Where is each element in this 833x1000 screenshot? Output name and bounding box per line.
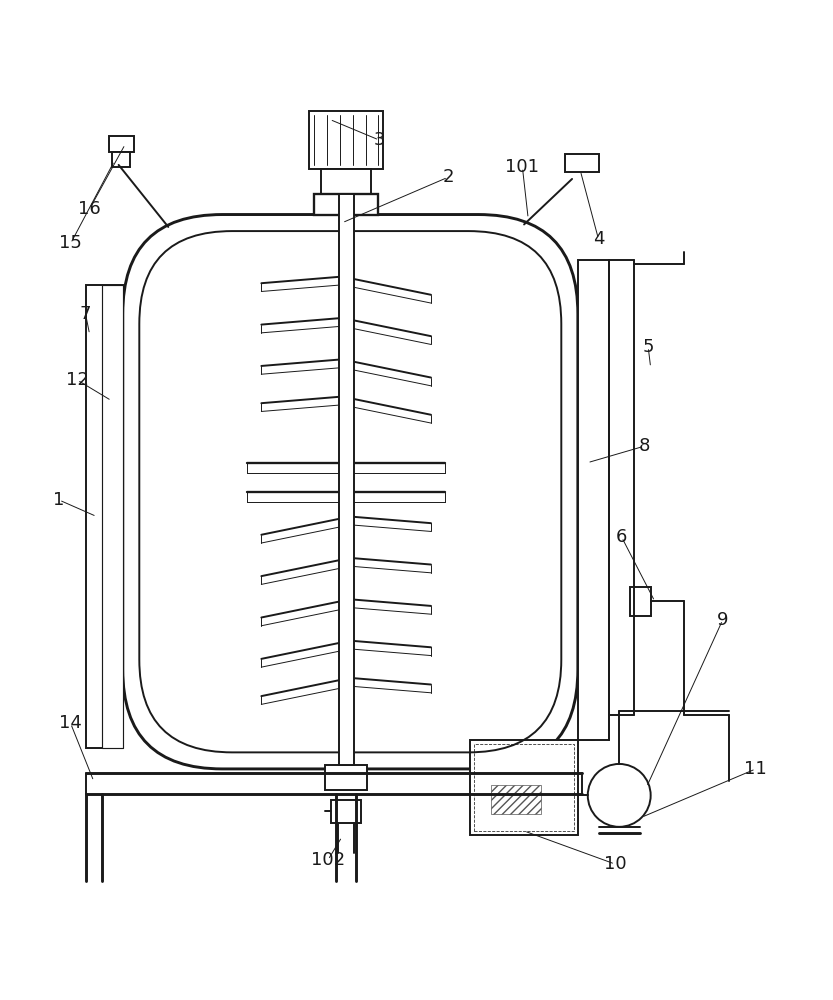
- Text: 11: 11: [745, 760, 767, 778]
- Bar: [475, 744, 574, 831]
- Text: 8: 8: [638, 437, 650, 455]
- Bar: [339, 194, 354, 765]
- Bar: [332, 800, 361, 823]
- Bar: [322, 169, 371, 194]
- Bar: [471, 740, 578, 835]
- Circle shape: [588, 764, 651, 827]
- Text: 5: 5: [642, 338, 654, 356]
- Bar: [326, 765, 367, 790]
- Circle shape: [341, 468, 352, 479]
- Text: 6: 6: [616, 528, 627, 546]
- Bar: [86, 285, 122, 748]
- Text: 15: 15: [59, 234, 82, 252]
- Text: 16: 16: [78, 200, 101, 218]
- Bar: [86, 285, 122, 748]
- Text: 2: 2: [442, 168, 454, 186]
- Text: 14: 14: [59, 714, 82, 732]
- Circle shape: [341, 494, 352, 506]
- Text: 10: 10: [604, 855, 626, 873]
- Bar: [578, 260, 594, 740]
- FancyBboxPatch shape: [122, 215, 578, 769]
- Bar: [102, 285, 122, 748]
- Bar: [491, 785, 541, 814]
- Text: 12: 12: [66, 371, 88, 389]
- Text: 102: 102: [311, 851, 345, 869]
- Text: 7: 7: [80, 305, 92, 323]
- Bar: [609, 789, 629, 802]
- Bar: [566, 154, 599, 172]
- Text: 3: 3: [373, 131, 385, 149]
- Text: 101: 101: [506, 158, 540, 176]
- Bar: [112, 152, 130, 167]
- Bar: [314, 194, 378, 215]
- Text: 9: 9: [717, 611, 728, 629]
- Text: 4: 4: [593, 230, 604, 248]
- Bar: [630, 587, 651, 616]
- Bar: [578, 260, 609, 740]
- Bar: [108, 136, 133, 152]
- Bar: [309, 111, 383, 169]
- Text: 1: 1: [53, 491, 65, 509]
